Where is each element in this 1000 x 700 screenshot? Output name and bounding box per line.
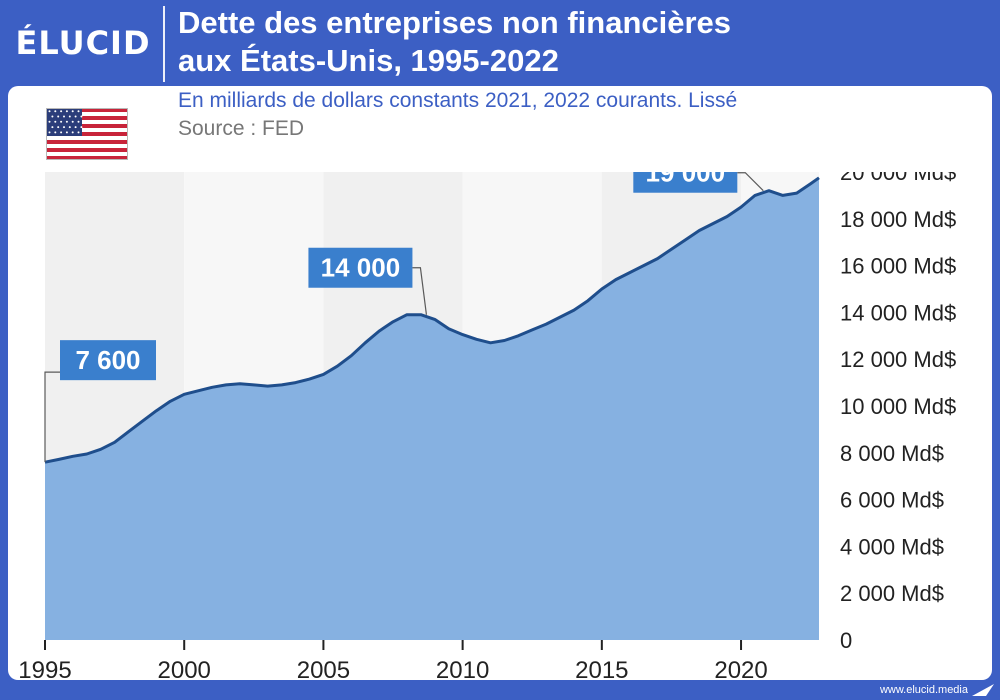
- y-tick-label: 0: [840, 628, 852, 653]
- callout-label: 7 600: [75, 345, 140, 375]
- value-callout: 14 000: [308, 247, 428, 315]
- x-tick-label: 2020: [714, 657, 767, 680]
- debt-area: [45, 177, 819, 641]
- header-divider: [163, 6, 165, 82]
- callout-box: [308, 247, 413, 288]
- callout-label: 14 000: [321, 253, 401, 283]
- y-tick-label: 18 000 Md$: [840, 207, 956, 232]
- y-tick-label: 6 000 Md$: [840, 488, 944, 513]
- callout-leader: [44, 371, 60, 463]
- title-line-1: Dette des entreprises non financières: [178, 5, 732, 40]
- chart-subtitle: En milliards de dollars constants 2021, …: [178, 89, 738, 112]
- y-tick-label: 2 000 Md$: [840, 581, 944, 606]
- chart-panel: En milliards de dollars constants 2021, …: [8, 86, 992, 680]
- area-chart: 7 600 14 000 19 000 0 2 000 Md$ 4 000 Md$ 6 0…: [18, 172, 956, 680]
- paper-plane-icon: [972, 684, 994, 696]
- callout-leader: [737, 172, 764, 192]
- y-tick-label: 10 000 Md$: [840, 394, 956, 419]
- x-tick-label: 2010: [436, 657, 489, 680]
- callout-label: 19 000: [646, 172, 726, 188]
- y-axis: 0 2 000 Md$ 4 000 Md$ 6 000 Md$ 8 000 Md$ 10 …: [840, 172, 956, 653]
- x-tick-label: 2000: [158, 657, 211, 680]
- debt-line: [44, 176, 820, 464]
- brand-logo: ÉLUCID: [15, 24, 151, 62]
- us-flag-icon: [46, 108, 128, 160]
- x-axis: 1995 2000 2005 2010 2015 2020: [18, 640, 768, 680]
- value-callout: 19 000: [633, 172, 764, 193]
- x-tick-label: 2005: [297, 657, 350, 680]
- y-tick-label: 8 000 Md$: [840, 441, 944, 466]
- y-tick-label: 20 000 Md$: [840, 172, 956, 185]
- chart-title: Dette des entreprises non financières au…: [178, 4, 978, 80]
- title-line-2: aux États-Unis, 1995-2022: [178, 43, 559, 78]
- footer-url: www.elucid.media: [879, 684, 968, 696]
- area-layer: [44, 176, 820, 641]
- callout-box: [60, 340, 156, 381]
- value-callout: 7 600: [44, 340, 156, 463]
- y-tick-label: 4 000 Md$: [840, 534, 944, 559]
- callout-box: [633, 172, 738, 193]
- y-tick-label: 12 000 Md$: [840, 347, 956, 372]
- y-tick-label: 16 000 Md$: [840, 254, 956, 279]
- y-tick-label: 14 000 Md$: [840, 300, 956, 325]
- x-tick-label: 1995: [18, 657, 71, 680]
- callouts: 7 600 14 000 19 000: [44, 172, 764, 463]
- header: ÉLUCID Dette des entreprises non financi…: [0, 0, 1000, 86]
- x-tick-label: 2015: [575, 657, 628, 680]
- chart-source: Source : FED: [178, 117, 305, 140]
- callout-leader: [412, 267, 428, 315]
